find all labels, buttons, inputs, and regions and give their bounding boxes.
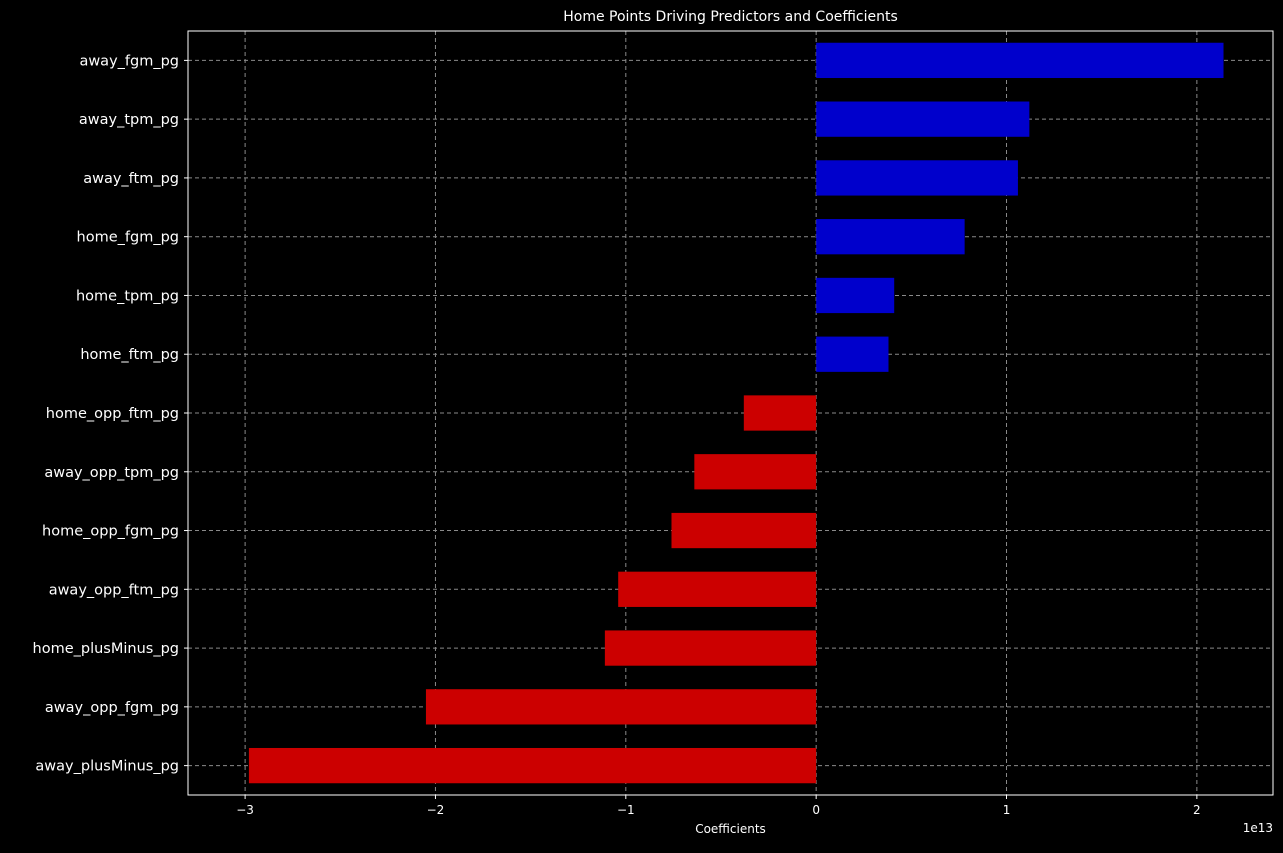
bar-away-opp-tpm-pg [694,454,817,490]
bar-away-plusminus-pg [248,747,817,784]
y-ticks: away_fgm_pg away_tpm_pg away_ftm_pg home_fg… [33,53,188,775]
bar-home-ftm-pg [816,336,889,372]
bar-home-plusminus-pg [604,630,817,666]
x-tick-label: −1 [617,803,635,817]
x-tick-label: 0 [812,803,820,817]
bar-away-fgm-pg [816,42,1224,79]
bar-home-opp-ftm-pg [743,395,817,431]
bar-home-tpm-pg [816,277,895,314]
bar-away-opp-fgm-pg [425,689,817,725]
y-tick-label: away_plusMinus_pg [35,759,179,775]
y-tick-label: home_opp_fgm_pg [42,524,179,540]
bar-away-ftm-pg [816,160,1018,196]
bar-home-opp-fgm-pg [671,512,817,549]
y-tick-label: away_ftm_pg [83,171,179,187]
x-tick-label: −3 [236,803,254,817]
y-tick-label: home_tpm_pg [76,288,179,304]
bar-home-fgm-pg [816,219,965,255]
chart-title: Home Points Driving Predictors and Coeff… [563,9,898,25]
y-tick-label: away_tpm_pg [79,112,179,128]
y-tick-label: home_ftm_pg [80,347,179,363]
y-tick-label: away_opp_tpm_pg [44,465,179,481]
x-ticks: −3 −2 −1 0 1 2 [236,795,1201,817]
x-tick-label: 2 [1193,803,1201,817]
y-tick-label: home_fgm_pg [77,230,179,246]
y-tick-label: away_opp_fgm_pg [45,700,179,716]
x-tick-label: 1 [1003,803,1011,817]
x-axis-offset-label: 1e13 [1243,821,1273,835]
bar-away-tpm-pg [816,101,1030,137]
y-tick-label: away_fgm_pg [79,53,179,69]
x-axis-label: Coefficients [695,822,766,836]
bar-away-opp-ftm-pg [618,571,817,607]
x-tick-label: −2 [427,803,445,817]
y-tick-label: home_opp_ftm_pg [46,406,179,422]
y-tick-label: away_opp_ftm_pg [49,582,179,598]
y-tick-label: home_plusMinus_pg [33,641,179,657]
grid-lines [188,31,1273,795]
bars [248,42,1224,784]
